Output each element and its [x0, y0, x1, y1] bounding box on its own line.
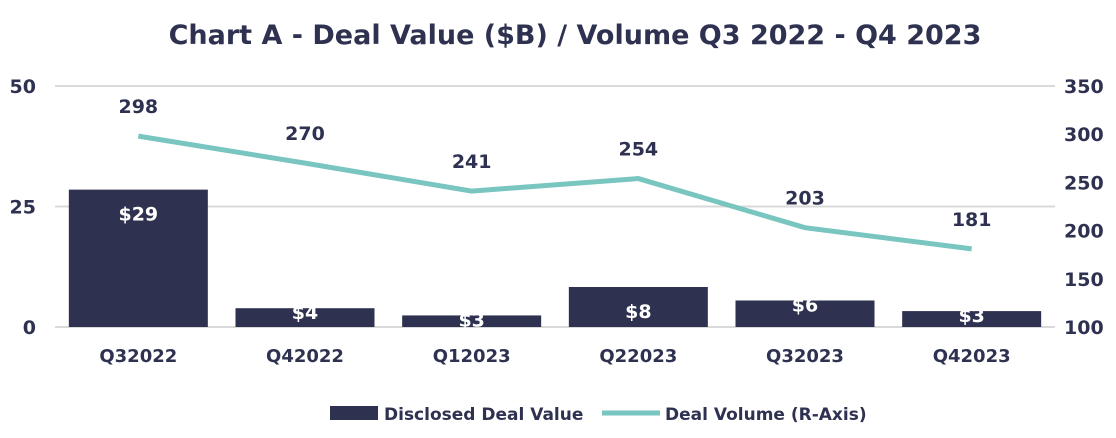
- right-tick-label: 350: [1064, 76, 1104, 98]
- line-data-label: 298: [118, 96, 158, 118]
- bar: [568, 286, 708, 327]
- right-tick-label: 300: [1064, 124, 1104, 146]
- right-tick-label: 100: [1064, 317, 1104, 339]
- line-data-label: 181: [952, 209, 992, 231]
- chart-title: Chart A - Deal Value ($B) / Volume Q3 20…: [169, 20, 982, 51]
- bar: [235, 308, 375, 327]
- bar-data-label: $3: [458, 309, 484, 331]
- right-tick-label: 150: [1064, 269, 1104, 291]
- right-tick-label: 250: [1064, 172, 1104, 194]
- legend-label: Disclosed Deal Value: [384, 405, 583, 425]
- line-data-label: 270: [285, 123, 325, 145]
- x-tick-label: Q42022: [266, 346, 344, 367]
- x-tick-label: Q12023: [433, 346, 511, 367]
- bar-data-label: $6: [792, 294, 818, 316]
- legend-bar-swatch: [330, 406, 378, 420]
- right-tick-label: 200: [1064, 221, 1104, 243]
- bar: [735, 300, 875, 327]
- x-tick-label: Q42023: [933, 346, 1011, 367]
- bar: [68, 189, 208, 327]
- left-tick-label: 50: [10, 76, 36, 98]
- left-tick-label: 0: [23, 317, 36, 339]
- bar-data-label: $8: [625, 301, 651, 323]
- deal-volume-line: [137, 133, 972, 252]
- x-tick-label: Q32022: [99, 346, 177, 367]
- line-data-label: 203: [785, 188, 825, 210]
- bar-data-label: $4: [292, 302, 318, 324]
- x-tick-label: Q22023: [599, 346, 677, 367]
- bar: [902, 311, 1042, 327]
- line-data-label: 241: [452, 151, 492, 173]
- bar-data-label: $29: [118, 204, 158, 226]
- x-tick-label: Q32023: [766, 346, 844, 367]
- line-data-label: 254: [618, 139, 658, 161]
- left-tick-label: 25: [10, 197, 36, 219]
- bar-data-label: $3: [958, 305, 984, 327]
- legend-label: Deal Volume (R-Axis): [665, 405, 867, 425]
- bar: [402, 315, 542, 327]
